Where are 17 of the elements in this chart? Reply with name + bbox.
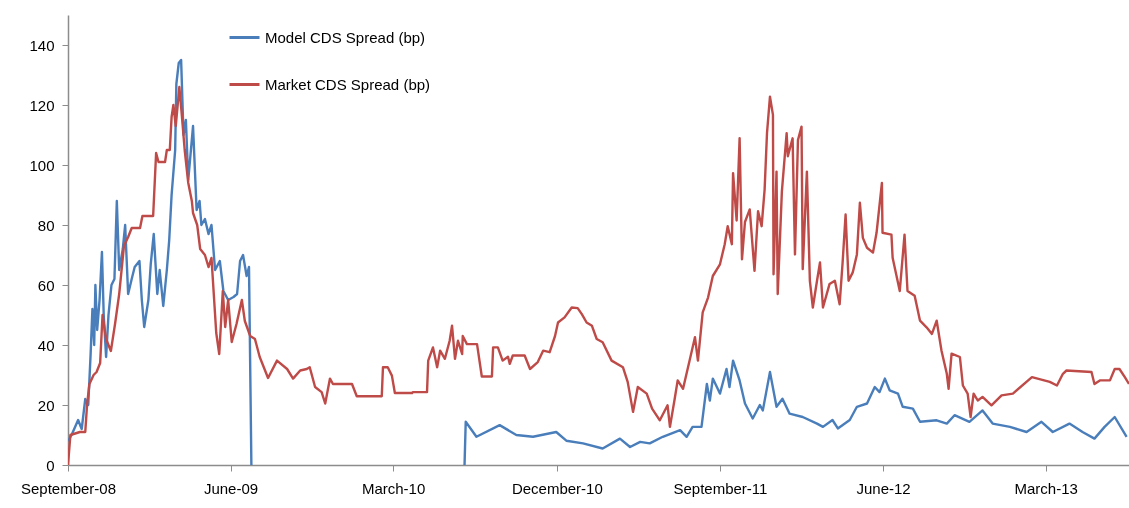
y-tick-label: 140: [29, 36, 55, 54]
legend-label: Market CDS Spread (bp): [265, 75, 431, 93]
legend-label: Model CDS Spread (bp): [265, 28, 426, 46]
y-tick-label: 20: [37, 396, 55, 414]
x-tick-label: March-10: [361, 479, 426, 497]
x-tick-label: June-12: [856, 479, 911, 497]
y-tick-label: 0: [46, 456, 55, 474]
y-tick-label: 80: [37, 216, 55, 234]
x-tick-label: December-10: [511, 479, 603, 497]
x-tick-label: September-08: [20, 479, 117, 497]
x-tick-label: September-11: [673, 479, 768, 497]
y-tick-label: 60: [37, 276, 55, 294]
x-tick-label: March-13: [1014, 479, 1078, 497]
y-tick-label: 120: [29, 96, 55, 114]
x-tick-label: June-09: [203, 479, 259, 497]
y-tick-label: 100: [29, 156, 55, 174]
y-tick-label: 40: [37, 336, 55, 354]
